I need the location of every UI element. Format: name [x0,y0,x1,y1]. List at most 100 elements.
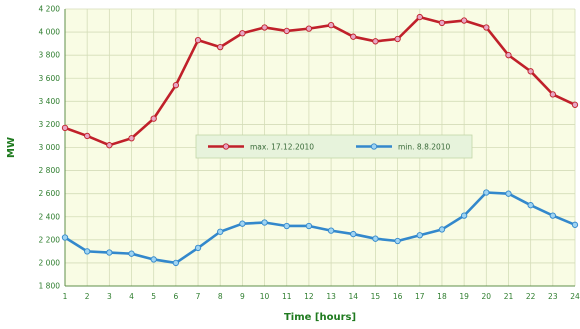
y-tick-label: 2 400 [39,212,61,221]
data-point [239,30,246,37]
data-point [483,189,490,196]
data-point [549,212,556,219]
x-tick-label: 11 [282,292,292,301]
x-tick-label: 10 [260,292,270,301]
legend-label: min. 8.8.2010 [398,142,451,151]
y-tick-label: 3 800 [39,51,61,60]
x-tick-label: 1 [63,292,68,301]
x-tick-label: 4 [129,292,134,301]
x-tick-label: 20 [482,292,492,301]
data-point [438,226,446,233]
data-point [571,221,579,228]
data-point [527,68,534,75]
x-tick-label: 21 [504,292,514,301]
data-point [106,249,113,256]
data-point [460,17,468,24]
data-point [194,37,202,44]
data-point [460,212,468,219]
data-point [84,248,91,255]
x-tick-label: 8 [218,292,223,301]
legend-label: max. 17.12.2010 [250,142,314,151]
data-point [283,27,290,35]
x-tick-label: 16 [393,292,403,301]
x-tick-label: 6 [173,292,178,301]
x-axis-title: Time [hours] [284,312,356,323]
series-min [61,189,579,267]
data-point [305,25,313,32]
data-point [483,24,490,31]
y-axis-title: MW [6,137,17,158]
data-point [194,244,202,252]
x-tick-label: 24 [570,292,580,301]
data-point [571,101,579,108]
data-point [527,202,534,209]
data-point [549,91,556,98]
data-point [261,24,268,31]
series-max [61,13,579,149]
y-tick-label: 3 600 [39,74,61,83]
x-tick-label: 14 [348,292,358,301]
x-tick-label: 9 [240,292,245,301]
y-tick-label: 2 000 [39,258,61,267]
legend: max. 17.12.2010 min. 8.8.2010 [195,134,473,159]
data-point [350,230,357,238]
x-tick-label: 22 [526,292,536,301]
data-point [350,33,357,40]
data-point [416,232,423,239]
legend-item: min. 8.8.2010 [356,142,451,151]
data-point [372,235,379,242]
x-tick-label: 5 [151,292,156,301]
x-tick-label: 13 [326,292,336,301]
legend-swatch-marker [222,143,230,150]
x-tick-label: 17 [415,292,425,301]
x-tick-label: 12 [304,292,314,301]
legend-box [195,134,473,159]
data-point [327,22,335,29]
data-point [84,132,91,140]
y-tick-label: 2 600 [39,189,61,198]
data-point [150,256,157,263]
x-tick-label: 2 [85,292,90,301]
data-point [394,237,401,245]
data-point [261,219,268,226]
x-tick-label: 7 [196,292,201,301]
data-point [128,250,135,257]
legend-swatch-marker [370,143,378,150]
data-point [217,43,224,51]
x-tick-label: 18 [437,292,447,301]
data-point [505,52,512,59]
y-tick-label: 3 200 [39,120,61,129]
x-tick-label: 19 [459,292,469,301]
data-point [128,135,135,142]
data-point [416,13,423,21]
data-point [372,38,379,45]
data-point [61,124,69,132]
x-tick-label: 3 [107,292,112,301]
y-tick-label: 3 000 [39,143,61,152]
series-group [61,13,579,267]
y-tick-label: 4 200 [39,5,61,14]
data-point [505,190,512,197]
y-tick-label: 2 200 [39,235,61,244]
data-point [438,19,446,26]
data-point [172,259,180,267]
legend-item: max. 17.12.2010 [208,142,314,151]
data-point [239,220,246,227]
data-point [327,227,335,234]
x-tick-label: 23 [548,292,558,301]
data-point [217,228,224,235]
data-point [172,82,180,89]
data-point [106,142,113,149]
tick-labels: 1 800 2 000 2 200 2 400 2 600 2 800 3 000 3 200… [39,5,580,302]
data-point [61,234,69,241]
y-tick-label: 3 400 [39,97,61,106]
y-tick-label: 1 800 [39,282,61,291]
data-point [283,222,290,230]
y-tick-label: 4 000 [39,28,61,37]
series-line [64,191,576,265]
data-point [394,35,401,43]
x-tick-label: 15 [371,292,381,301]
data-point [150,115,157,122]
